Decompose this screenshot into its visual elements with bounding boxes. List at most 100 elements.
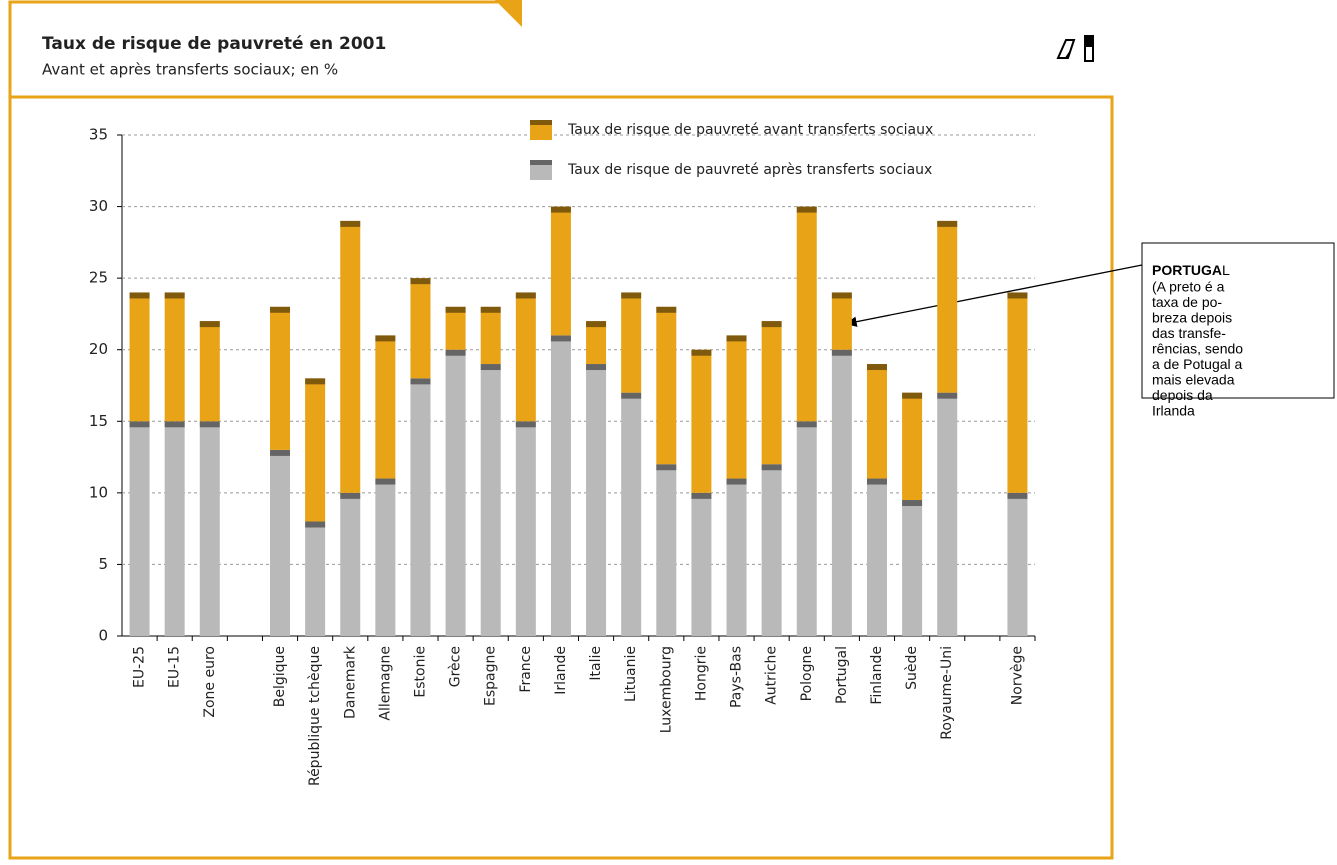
logo — [1056, 35, 1094, 62]
bar-shade — [621, 392, 642, 399]
bar-segment — [410, 278, 431, 379]
x-tick-label: Lituanie — [623, 646, 639, 702]
legend-label: Taux de risque de pauvreté avant transfe… — [567, 122, 933, 138]
bar-shade — [831, 349, 852, 356]
bar-segment — [866, 364, 887, 479]
annotation-box — [1141, 242, 1335, 399]
bar-segment — [129, 292, 150, 422]
bar-segment — [340, 492, 361, 636]
bar-shade — [796, 421, 817, 428]
bar-segment — [199, 421, 220, 636]
bar-shade — [586, 321, 607, 328]
bar-segment — [656, 306, 677, 465]
x-tick-label: Danemark — [342, 645, 358, 719]
bar-shade — [586, 364, 607, 371]
bar-segment — [726, 335, 747, 479]
bar-shade — [515, 292, 536, 299]
x-tick-label: France — [518, 646, 534, 693]
bar-shade — [866, 478, 887, 485]
bar-shade — [164, 292, 185, 299]
x-tick-label: EU-15 — [167, 646, 183, 688]
x-tick-label: Irlande — [553, 646, 569, 695]
bar-segment — [831, 349, 852, 636]
bar-segment — [691, 492, 712, 636]
x-tick-label: Allemagne — [377, 646, 393, 721]
bar-shade — [937, 220, 958, 227]
x-tick-label: Royaume-Uni — [939, 646, 955, 740]
bar-segment — [305, 521, 326, 636]
bar-segment — [480, 364, 501, 636]
x-tick-label: Pologne — [799, 646, 815, 701]
bar-segment — [726, 478, 747, 636]
x-tick-label: Portugal — [834, 646, 850, 704]
bar-segment — [831, 292, 852, 350]
bar-shade — [164, 421, 185, 428]
x-tick-label: République tchèque — [307, 646, 323, 786]
annotation-line: breza depois — [1152, 310, 1232, 326]
bar-segment — [656, 464, 677, 636]
bar-segment — [796, 421, 817, 636]
bar-segment — [164, 421, 185, 636]
bar-shade — [270, 449, 291, 456]
bar-segment — [902, 500, 923, 636]
bar-shade — [480, 364, 501, 371]
annotation-arrow — [844, 264, 1143, 327]
bar-shade — [375, 478, 396, 485]
legend-swatch — [530, 160, 552, 180]
x-tick-label: Autriche — [764, 646, 780, 705]
bar-segment — [199, 321, 220, 422]
legend-label: Taux de risque de pauvreté après transfe… — [567, 162, 932, 178]
annotation-title-bold: PORTUGA — [1152, 262, 1222, 278]
bar-segment — [340, 220, 361, 493]
bar-shade — [902, 392, 923, 399]
bar-segment — [621, 392, 642, 636]
bar-shade — [410, 278, 431, 285]
x-tick-label: Zone euro — [202, 646, 218, 718]
bar-shade — [1007, 492, 1028, 499]
bar-shade — [937, 392, 958, 399]
bar-segment — [796, 206, 817, 422]
annotation-line: rências, sendo — [1152, 341, 1243, 357]
bar-shade — [866, 364, 887, 371]
bar-shade — [550, 335, 571, 342]
bar-segment — [445, 349, 466, 636]
bar-shade — [340, 492, 361, 499]
annotation-line: (A preto é a — [1152, 279, 1225, 295]
bar-segment — [129, 421, 150, 636]
bar-segment — [305, 378, 326, 522]
bar-segment — [937, 220, 958, 393]
annotation-line: Irlanda — [1152, 403, 1195, 419]
bar-shade — [726, 335, 747, 342]
y-tick-label: 0 — [98, 627, 108, 645]
bar-segment — [515, 421, 536, 636]
bar-segment — [761, 464, 782, 636]
bar-segment — [270, 449, 291, 636]
bar-segment — [515, 292, 536, 422]
bar-shade — [656, 464, 677, 471]
x-tick-label: Suède — [904, 646, 920, 690]
bar-shade — [199, 321, 220, 328]
bar-shade — [656, 306, 677, 313]
annotation-line: depois da — [1152, 387, 1213, 403]
bar-segment — [1007, 492, 1028, 636]
bar-segment — [550, 335, 571, 636]
bar-shade — [129, 292, 150, 299]
x-tick-label: Hongrie — [693, 646, 709, 701]
x-tick-label: Estonie — [412, 646, 428, 698]
bar-segment — [375, 478, 396, 636]
bar-segment — [586, 364, 607, 636]
bar-segment — [937, 392, 958, 636]
y-tick-label: 15 — [89, 412, 108, 430]
bar-segment — [761, 321, 782, 465]
bar-segment — [445, 306, 466, 350]
annotation-line: a de Potugal a — [1152, 356, 1243, 372]
bar-shade — [305, 521, 326, 528]
chart-title: Taux de risque de pauvreté en 2001 — [42, 34, 386, 54]
x-tick-label: Finlande — [869, 646, 885, 705]
bar-segment — [410, 378, 431, 636]
bar-shade — [831, 292, 852, 299]
bar-shade — [691, 349, 712, 356]
bar-shade — [726, 478, 747, 485]
x-tick-label: Luxembourg — [658, 646, 674, 733]
bar-shade — [761, 321, 782, 328]
